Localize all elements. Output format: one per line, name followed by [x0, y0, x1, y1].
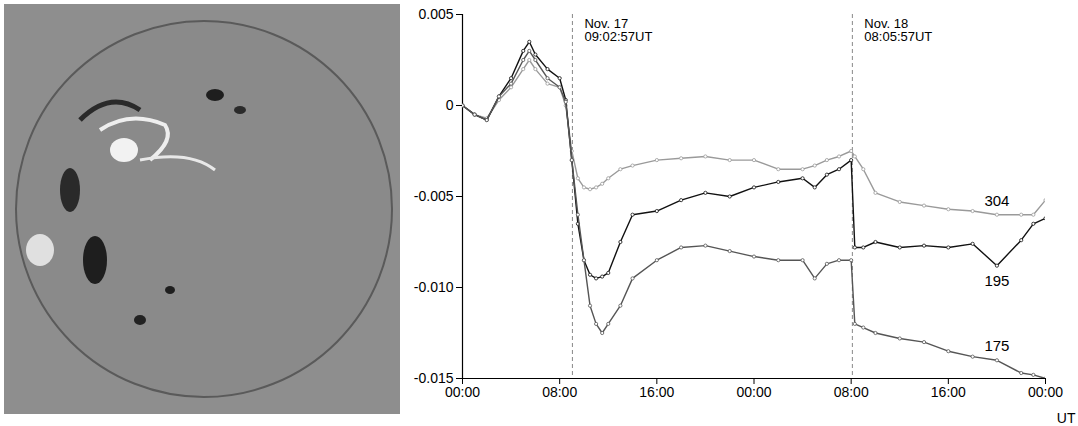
svg-text:00:00: 00:00: [736, 384, 771, 400]
svg-text:304: 304: [984, 192, 1009, 209]
svg-text:-0.010: -0.010: [414, 279, 454, 295]
svg-text:00:00: 00:00: [1028, 384, 1063, 400]
svg-text:Nov. 1808:05:57UT: Nov. 1808:05:57UT: [864, 16, 932, 44]
svg-text:Nov. 1709:02:57UT: Nov. 1709:02:57UT: [584, 16, 652, 44]
svg-text:16:00: 16:00: [931, 384, 966, 400]
svg-text:175: 175: [984, 337, 1009, 354]
svg-text:-0.005: -0.005: [414, 188, 454, 204]
svg-text:0.005: 0.005: [418, 6, 453, 22]
svg-text:0: 0: [446, 97, 454, 113]
svg-text:08:00: 08:00: [542, 384, 577, 400]
svg-text:00:00: 00:00: [445, 384, 480, 400]
svg-text:UT: UT: [1057, 410, 1076, 426]
svg-text:08:00: 08:00: [834, 384, 869, 400]
svg-text:16:00: 16:00: [639, 384, 674, 400]
svg-text:195: 195: [984, 272, 1009, 289]
svg-text:-0.015: -0.015: [413, 370, 454, 386]
